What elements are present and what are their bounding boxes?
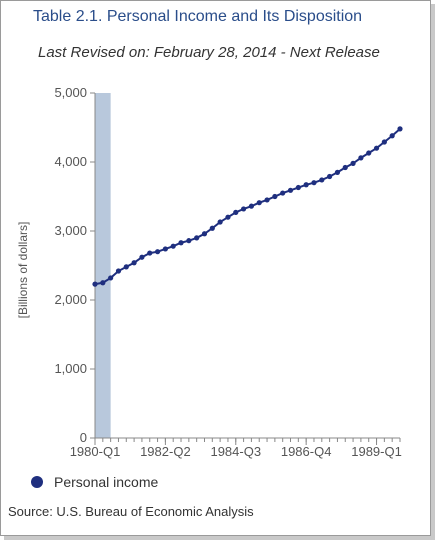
legend[interactable]: Personal income [31, 474, 158, 490]
data-point [108, 275, 114, 281]
y-tick-label: 5,000 [54, 85, 87, 100]
data-point [248, 203, 255, 209]
data-point [381, 139, 387, 145]
data-point [186, 238, 192, 244]
data-point [233, 209, 239, 215]
data-point [397, 126, 403, 132]
data-point [256, 200, 262, 206]
data-point [123, 264, 129, 270]
frame-shadow-bottom [4, 536, 435, 540]
data-point [139, 254, 145, 260]
legend-label-personal-income: Personal income [54, 474, 159, 490]
x-tick-label: 1982-Q2 [140, 444, 191, 459]
y-tick-label: 3,000 [54, 223, 87, 238]
data-point [225, 214, 231, 220]
x-tick-label: 1984-Q3 [210, 444, 261, 459]
chart-frame [0, 0, 431, 536]
y-axis-label: [Billions of dollars] [16, 222, 30, 319]
data-point [295, 184, 301, 191]
data-point [217, 219, 223, 225]
x-tick-label: 1989-Q1 [351, 444, 402, 459]
data-point [170, 243, 176, 249]
data-point [287, 187, 294, 193]
series-line-personal-income [94, 128, 401, 286]
data-point [350, 160, 356, 166]
chart-title: Table 2.1. Personal Income and Its Dispo… [33, 8, 363, 25]
source-note: Source: U.S. Bureau of Economic Analysis [8, 504, 254, 519]
data-point [194, 235, 200, 241]
data-point [115, 268, 122, 274]
data-point [303, 182, 309, 188]
data-point [100, 280, 106, 286]
data-point [280, 190, 286, 196]
x-tick-label: 1986-Q4 [281, 444, 332, 459]
recession-band [95, 93, 111, 438]
legend-marker [31, 476, 43, 488]
chart-subtitle: Last Revised on: February 28, 2014 - Nex… [38, 44, 380, 61]
data-point [240, 206, 247, 212]
data-point [209, 225, 215, 231]
frame-shadow-right [431, 4, 435, 538]
data-point [327, 173, 333, 180]
y-tick-label: 2,000 [54, 292, 87, 307]
data-point [162, 246, 168, 252]
data-point [178, 240, 184, 246]
data-point [264, 197, 270, 203]
data-point [154, 249, 161, 255]
data-point [366, 150, 372, 156]
data-point [373, 145, 380, 151]
data-point [319, 177, 325, 183]
y-tick-label: 1,000 [54, 361, 87, 376]
data-point [389, 133, 395, 139]
data-point [92, 281, 98, 287]
data-point [311, 180, 317, 186]
data-point [358, 155, 364, 161]
data-point [334, 169, 341, 175]
y-tick-label: 0 [80, 430, 87, 445]
data-point [147, 250, 153, 256]
data-point [342, 164, 348, 171]
data-point [272, 193, 278, 200]
data-point [131, 260, 137, 266]
data-point [201, 231, 208, 237]
y-tick-label: 4,000 [54, 154, 87, 169]
x-tick-label: 1980-Q1 [70, 444, 121, 459]
